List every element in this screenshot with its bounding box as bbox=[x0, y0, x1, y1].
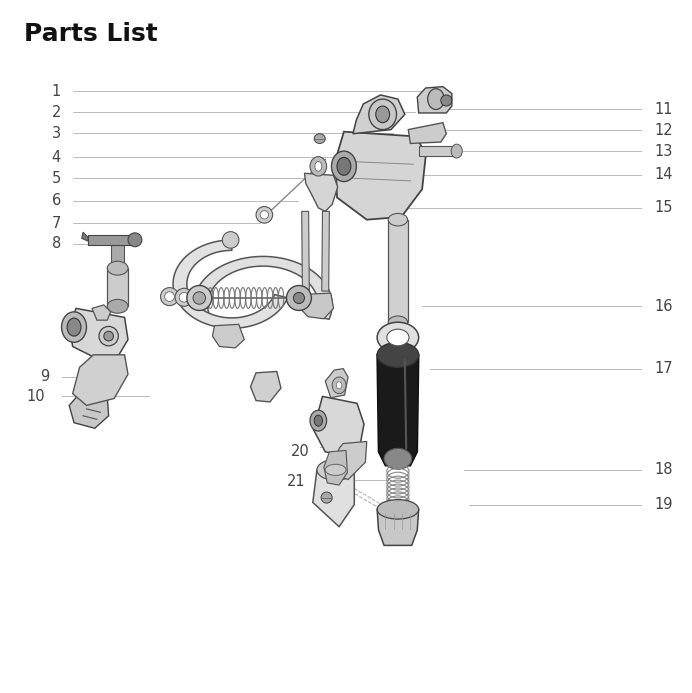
Polygon shape bbox=[69, 394, 109, 428]
Ellipse shape bbox=[428, 89, 444, 109]
Polygon shape bbox=[353, 95, 405, 134]
Ellipse shape bbox=[310, 157, 327, 176]
Polygon shape bbox=[377, 509, 419, 545]
Text: 13: 13 bbox=[654, 143, 673, 159]
Text: 10: 10 bbox=[26, 389, 45, 404]
Ellipse shape bbox=[222, 231, 239, 248]
Text: 11: 11 bbox=[654, 102, 673, 117]
Text: 1: 1 bbox=[52, 84, 61, 99]
Ellipse shape bbox=[369, 99, 397, 130]
Text: 6: 6 bbox=[52, 193, 61, 209]
Ellipse shape bbox=[62, 312, 86, 342]
Ellipse shape bbox=[104, 331, 113, 341]
Ellipse shape bbox=[161, 288, 179, 306]
Text: 3: 3 bbox=[52, 125, 61, 141]
Ellipse shape bbox=[193, 292, 206, 304]
Text: 20: 20 bbox=[291, 444, 310, 459]
Ellipse shape bbox=[128, 233, 142, 247]
Ellipse shape bbox=[337, 157, 351, 175]
Ellipse shape bbox=[99, 326, 118, 346]
Bar bbox=[111, 245, 124, 268]
Ellipse shape bbox=[384, 448, 412, 469]
Text: 5: 5 bbox=[52, 170, 61, 186]
Polygon shape bbox=[299, 293, 334, 319]
Ellipse shape bbox=[315, 161, 322, 171]
Polygon shape bbox=[336, 132, 426, 220]
Text: 17: 17 bbox=[654, 361, 673, 376]
Polygon shape bbox=[334, 441, 367, 480]
Text: 7: 7 bbox=[51, 216, 61, 231]
Ellipse shape bbox=[387, 329, 409, 346]
Text: 21: 21 bbox=[286, 474, 305, 489]
Ellipse shape bbox=[451, 144, 462, 158]
Polygon shape bbox=[408, 123, 446, 143]
Ellipse shape bbox=[441, 95, 452, 106]
Polygon shape bbox=[73, 355, 128, 405]
Polygon shape bbox=[324, 450, 347, 485]
Polygon shape bbox=[322, 211, 329, 291]
Polygon shape bbox=[313, 470, 354, 527]
Text: 12: 12 bbox=[654, 123, 673, 138]
Polygon shape bbox=[419, 146, 457, 156]
Polygon shape bbox=[313, 396, 364, 455]
Ellipse shape bbox=[286, 286, 311, 310]
Polygon shape bbox=[82, 232, 88, 241]
Ellipse shape bbox=[314, 415, 322, 426]
Bar bbox=[388, 220, 408, 322]
Ellipse shape bbox=[107, 299, 128, 313]
Ellipse shape bbox=[317, 459, 354, 480]
Text: 9: 9 bbox=[41, 369, 50, 385]
Polygon shape bbox=[377, 355, 419, 466]
Ellipse shape bbox=[331, 151, 356, 182]
Polygon shape bbox=[325, 369, 348, 398]
Ellipse shape bbox=[165, 292, 174, 301]
Ellipse shape bbox=[377, 342, 419, 367]
Ellipse shape bbox=[260, 211, 268, 219]
Ellipse shape bbox=[388, 213, 408, 226]
Ellipse shape bbox=[388, 316, 408, 328]
Ellipse shape bbox=[67, 318, 81, 336]
Text: 16: 16 bbox=[654, 299, 673, 314]
Polygon shape bbox=[212, 324, 244, 348]
Polygon shape bbox=[69, 308, 128, 357]
Text: Parts List: Parts List bbox=[24, 22, 158, 46]
Ellipse shape bbox=[314, 134, 325, 143]
Ellipse shape bbox=[187, 286, 212, 310]
Text: 14: 14 bbox=[654, 167, 673, 182]
Ellipse shape bbox=[336, 382, 342, 389]
Text: 4: 4 bbox=[52, 150, 61, 165]
Ellipse shape bbox=[111, 264, 124, 272]
Text: 19: 19 bbox=[654, 497, 673, 512]
Ellipse shape bbox=[377, 500, 419, 519]
Ellipse shape bbox=[376, 106, 390, 123]
Ellipse shape bbox=[293, 292, 304, 304]
Ellipse shape bbox=[256, 207, 273, 223]
Ellipse shape bbox=[310, 410, 327, 431]
Ellipse shape bbox=[175, 288, 193, 306]
Text: 18: 18 bbox=[654, 462, 673, 477]
Polygon shape bbox=[92, 305, 111, 320]
Bar bbox=[107, 268, 128, 306]
Polygon shape bbox=[88, 235, 135, 245]
Text: 2: 2 bbox=[51, 105, 61, 120]
Ellipse shape bbox=[377, 322, 419, 353]
Ellipse shape bbox=[325, 464, 346, 475]
Ellipse shape bbox=[107, 261, 128, 275]
Polygon shape bbox=[417, 87, 452, 113]
Polygon shape bbox=[194, 256, 332, 319]
Text: 15: 15 bbox=[654, 200, 673, 216]
Polygon shape bbox=[251, 371, 281, 402]
Ellipse shape bbox=[321, 492, 332, 503]
Ellipse shape bbox=[332, 377, 346, 394]
Polygon shape bbox=[173, 240, 288, 328]
Ellipse shape bbox=[179, 292, 189, 302]
Polygon shape bbox=[302, 211, 309, 295]
Text: 8: 8 bbox=[52, 236, 61, 252]
Ellipse shape bbox=[192, 293, 202, 303]
Ellipse shape bbox=[188, 289, 206, 307]
Polygon shape bbox=[304, 173, 338, 211]
